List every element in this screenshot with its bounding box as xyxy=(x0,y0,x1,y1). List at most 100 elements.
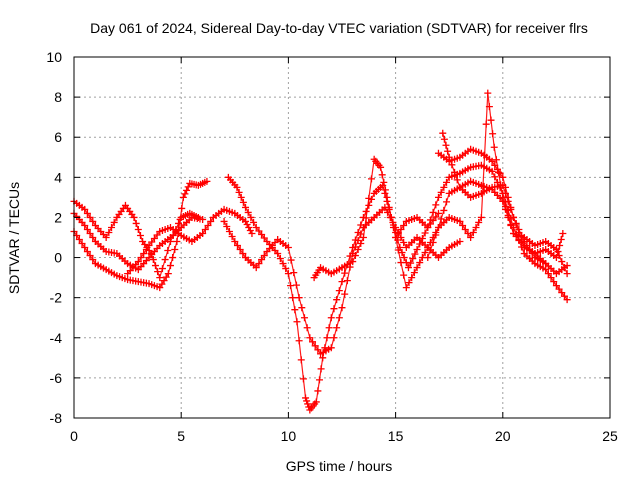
data-point xyxy=(86,229,94,237)
data-point xyxy=(105,228,113,236)
data-point xyxy=(284,244,292,252)
data-point xyxy=(247,213,255,221)
data-point xyxy=(434,223,442,231)
data-point xyxy=(400,271,408,279)
data-point xyxy=(563,270,571,278)
data-point xyxy=(233,183,241,191)
data-point xyxy=(237,193,245,201)
series-sat-i xyxy=(424,177,571,278)
data-point xyxy=(153,231,161,239)
data-point xyxy=(134,225,142,233)
data-point xyxy=(140,250,148,258)
data-point xyxy=(314,387,322,395)
data-point xyxy=(330,305,338,313)
data-point xyxy=(402,284,410,292)
data-point xyxy=(231,238,239,246)
data-point xyxy=(290,269,298,277)
data-point xyxy=(397,259,405,267)
data-point xyxy=(333,296,341,304)
data-point xyxy=(145,242,153,250)
data-point xyxy=(300,314,308,322)
data-point xyxy=(492,156,500,164)
data-point xyxy=(437,188,445,196)
data-point xyxy=(560,264,568,272)
data-point xyxy=(349,258,357,266)
data-point xyxy=(255,260,263,268)
data-point xyxy=(243,220,251,228)
data-point xyxy=(488,167,496,175)
data-point xyxy=(309,338,317,346)
data-point xyxy=(394,246,402,254)
data-point xyxy=(443,178,451,186)
data-point xyxy=(426,246,434,254)
data-point xyxy=(239,198,247,206)
data-point xyxy=(398,249,406,257)
data-point xyxy=(442,141,450,149)
data-point xyxy=(225,227,233,235)
data-point xyxy=(400,221,408,229)
data-point xyxy=(443,198,451,206)
data-point xyxy=(295,294,303,302)
data-point xyxy=(130,213,138,221)
data-point xyxy=(477,213,485,221)
data-point xyxy=(176,215,184,223)
data-point xyxy=(287,256,295,264)
data-point xyxy=(207,217,215,225)
y-tick-label: 10 xyxy=(46,49,62,65)
data-point xyxy=(563,296,571,304)
data-point xyxy=(179,193,187,201)
data-point xyxy=(542,260,550,268)
data-point xyxy=(312,398,320,406)
data-point xyxy=(81,244,89,252)
data-point xyxy=(472,223,480,231)
data-point xyxy=(510,213,518,221)
data-point xyxy=(246,226,254,234)
x-tick-label: 20 xyxy=(495,428,511,444)
data-point xyxy=(233,242,241,250)
data-point xyxy=(338,304,346,312)
data-point xyxy=(440,183,448,191)
data-point xyxy=(400,254,408,262)
grid-layer xyxy=(74,57,610,418)
data-point xyxy=(490,143,498,151)
data-point xyxy=(341,290,349,298)
data-point xyxy=(461,225,469,233)
series-sat-k xyxy=(439,129,567,262)
data-point xyxy=(489,130,497,138)
data-point xyxy=(445,153,453,161)
data-point xyxy=(408,274,416,282)
data-point xyxy=(183,186,191,194)
data-point xyxy=(552,254,560,262)
data-point xyxy=(298,304,306,312)
data-point xyxy=(89,256,97,264)
data-point xyxy=(467,234,475,241)
series-line xyxy=(227,176,439,411)
data-point xyxy=(137,254,145,262)
data-point xyxy=(260,252,268,260)
data-point xyxy=(134,258,142,266)
data-point xyxy=(499,181,507,189)
series-sat-c xyxy=(70,209,207,274)
data-point xyxy=(83,248,91,256)
data-point xyxy=(407,259,415,267)
data-point xyxy=(201,225,209,233)
data-point xyxy=(161,256,169,264)
data-point xyxy=(448,161,456,169)
data-point xyxy=(440,206,448,214)
data-point xyxy=(464,229,472,237)
data-point xyxy=(330,334,338,342)
data-point xyxy=(178,204,186,212)
data-point xyxy=(244,208,252,216)
data-point xyxy=(297,356,305,364)
data-point xyxy=(411,250,419,258)
data-point xyxy=(158,265,166,273)
data-point xyxy=(255,227,263,235)
data-point xyxy=(432,201,440,209)
data-point xyxy=(110,218,118,226)
data-point xyxy=(258,256,266,264)
data-point xyxy=(83,209,91,217)
data-point xyxy=(86,213,94,221)
data-point xyxy=(327,344,335,352)
data-point xyxy=(484,89,492,97)
